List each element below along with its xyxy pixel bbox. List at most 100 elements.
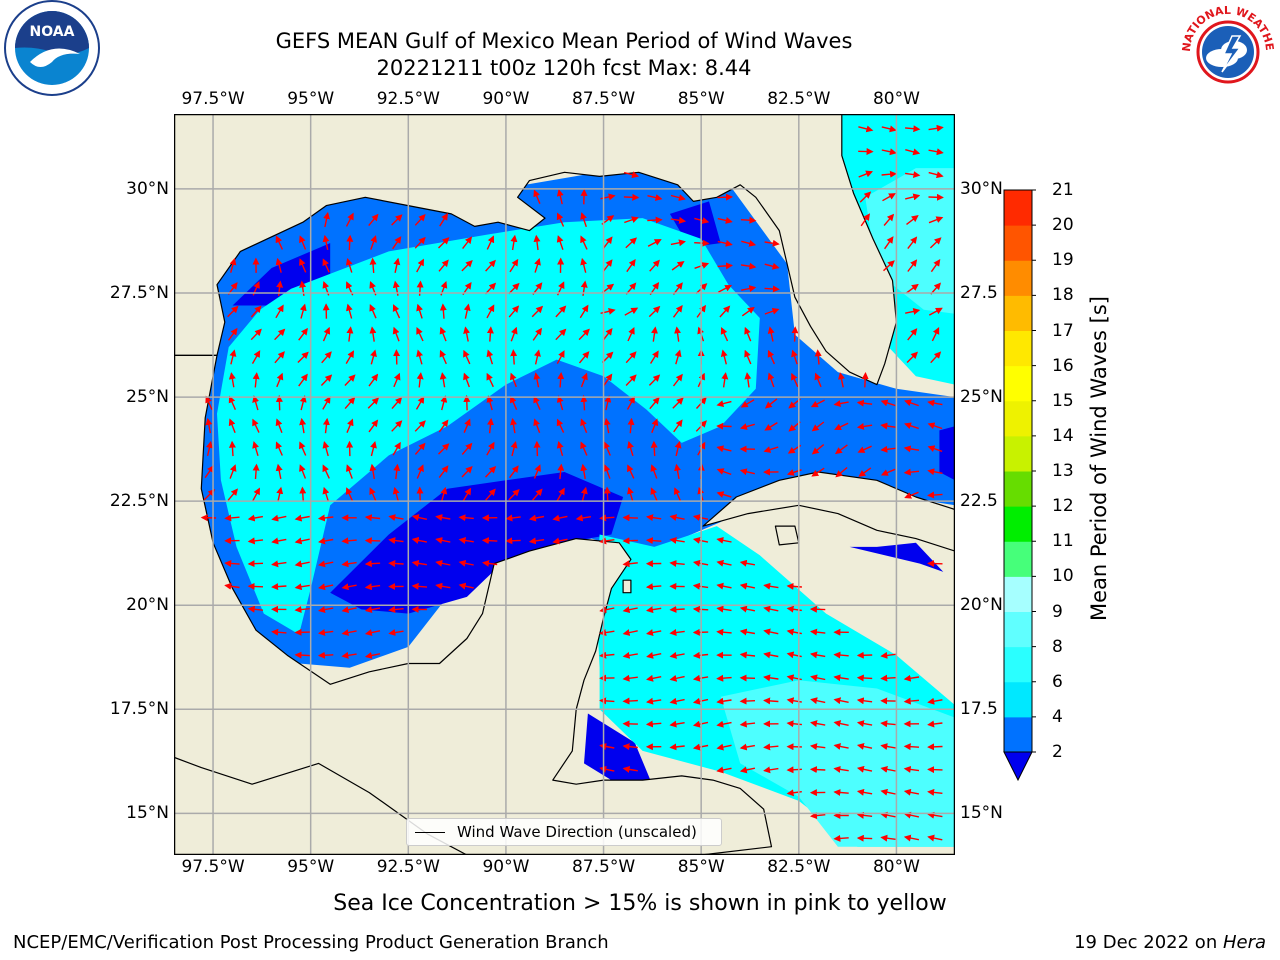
- wave-arrow: [883, 260, 895, 272]
- wave-arrow: [416, 303, 423, 319]
- wave-arrow: [510, 417, 517, 434]
- wave-arrow: [299, 258, 307, 273]
- field-region-0-2: [330, 472, 624, 614]
- wave-arrow: [364, 652, 381, 659]
- wave-arrow: [880, 811, 896, 819]
- wave-arrow: [763, 605, 779, 613]
- wave-arrow: [580, 257, 588, 273]
- wave-arrow: [322, 258, 330, 273]
- wave-arrow: [739, 651, 756, 659]
- wave-arrow: [880, 422, 896, 430]
- wave-arrow: [392, 236, 402, 250]
- wave-arrow: [388, 560, 404, 568]
- wave-arrow: [716, 605, 732, 613]
- wave-arrow: [669, 537, 685, 544]
- wave-arrow: [880, 651, 896, 659]
- wave-arrow: [368, 213, 379, 227]
- wave-arrow: [462, 487, 472, 502]
- wave-arrow: [880, 788, 896, 796]
- colorbar-segment: [1004, 260, 1032, 296]
- wave-arrow: [646, 697, 662, 705]
- wave-arrow: [882, 193, 896, 202]
- wave-arrow: [739, 743, 756, 751]
- wave-arrow: [856, 720, 873, 728]
- wave-arrow: [927, 399, 943, 407]
- colorbar-segment: [1004, 400, 1032, 437]
- wave-arrow: [205, 395, 213, 410]
- wave-arrow: [578, 328, 590, 341]
- wave-arrow: [763, 628, 779, 636]
- wave-arrow: [275, 235, 284, 250]
- footer-host: Hera: [1222, 932, 1266, 953]
- field-region-0-2: [584, 713, 651, 781]
- wave-arrow: [322, 441, 330, 457]
- wave-arrow: [580, 394, 588, 411]
- wave-arrow: [392, 486, 400, 502]
- wave-arrow: [927, 697, 943, 705]
- wave-arrow: [834, 444, 848, 455]
- wave-arrow: [764, 422, 778, 431]
- wave-arrow: [271, 560, 287, 568]
- wave-arrow: [927, 422, 943, 430]
- wave-arrow: [294, 537, 310, 545]
- chart-title: GEFS MEAN Gulf of Mexico Mean Period of …: [275, 29, 853, 53]
- wave-arrow: [275, 394, 283, 411]
- wave-arrow: [346, 418, 354, 433]
- wave-arrow: [627, 327, 635, 342]
- map-legend: Wind Wave Direction (unscaled): [406, 818, 722, 846]
- footer-date: 19 Dec 2022 on: [1074, 932, 1223, 953]
- wave-arrow: [345, 464, 353, 479]
- wave-arrow: [739, 674, 756, 682]
- wave-arrow: [856, 811, 873, 819]
- wave-arrow: [461, 260, 473, 272]
- wave-arrow: [670, 216, 687, 224]
- wave-arrow: [367, 397, 380, 409]
- wave-arrow: [388, 537, 404, 544]
- field-region-0-2: [939, 426, 955, 481]
- wave-arrow: [603, 486, 611, 502]
- colorbar-segment: [1004, 506, 1032, 542]
- wave-arrow: [716, 536, 732, 544]
- wave-arrow: [880, 674, 896, 682]
- wave-arrow: [369, 487, 377, 502]
- wind-wave-direction-arrows: [200, 124, 944, 842]
- wave-arrow: [552, 514, 568, 522]
- wave-arrow: [276, 372, 284, 388]
- wave-arrow: [580, 463, 588, 480]
- wave-arrow: [856, 834, 873, 842]
- wave-arrow: [510, 440, 518, 457]
- wave-arrow: [533, 189, 541, 204]
- wave-arrow: [486, 235, 495, 250]
- wave-arrow: [322, 234, 330, 251]
- wave-arrow: [927, 445, 943, 453]
- wave-arrow: [811, 467, 825, 477]
- wave-arrow: [318, 560, 334, 568]
- wave-arrow: [435, 514, 451, 522]
- wave-arrow: [810, 628, 826, 636]
- colorbar-segment: [1004, 681, 1032, 718]
- wave-arrow: [904, 491, 919, 499]
- wave-arrow: [650, 487, 658, 502]
- wave-arrow: [647, 194, 663, 201]
- wave-arrow: [297, 351, 309, 363]
- wave-arrow: [251, 350, 261, 364]
- wave-arrow: [672, 304, 683, 318]
- wave-arrow: [322, 486, 330, 502]
- colorbar-segment: [1004, 330, 1032, 367]
- wave-arrow: [835, 466, 848, 478]
- noaa-logo: NOAA: [0, 0, 104, 104]
- land-cuba: [702, 471, 955, 552]
- left-lat-tick: 27.5°N: [109, 283, 169, 303]
- wave-arrow: [391, 396, 403, 410]
- wave-arrow: [458, 537, 474, 544]
- wave-arrow: [481, 537, 498, 545]
- wave-arrow: [416, 349, 423, 365]
- wave-arrow: [533, 395, 541, 410]
- wave-arrow: [323, 211, 331, 228]
- wave-arrow: [740, 399, 755, 408]
- wave-arrow: [321, 351, 332, 364]
- wave-arrow: [786, 720, 802, 728]
- wave-arrow: [275, 441, 283, 456]
- wave-arrow: [833, 788, 849, 796]
- left-lat-tick: 20°N: [126, 595, 169, 616]
